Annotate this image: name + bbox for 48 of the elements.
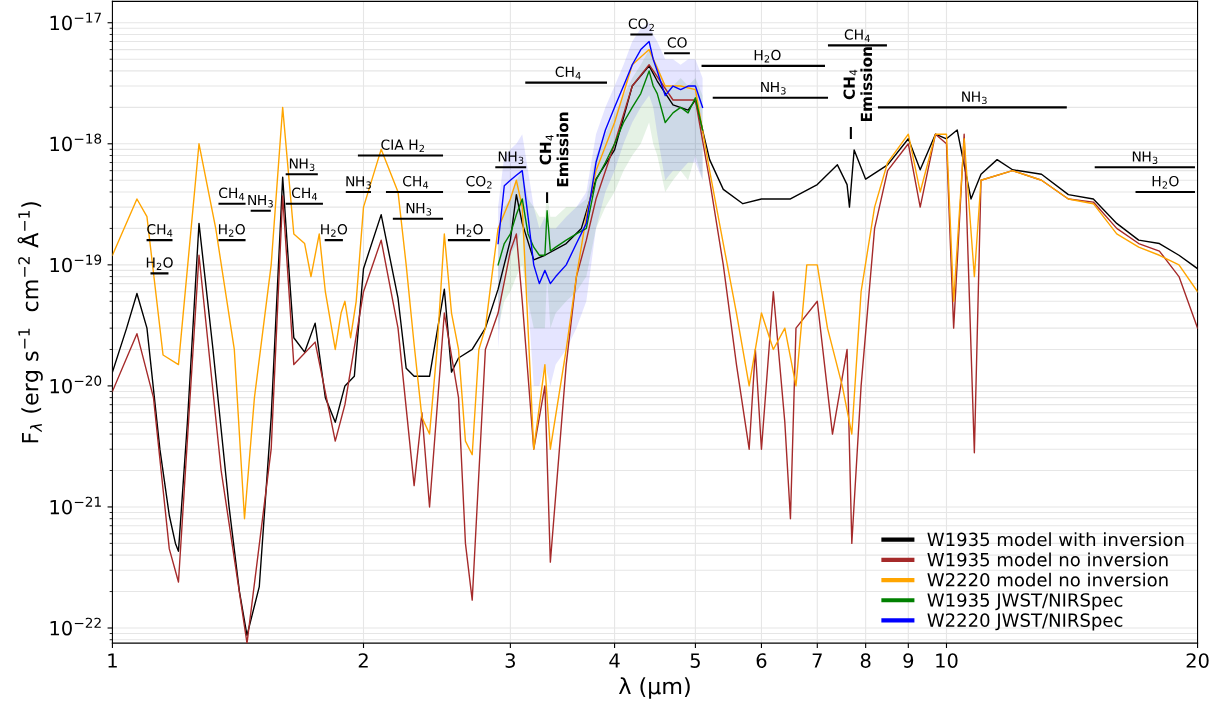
y-tick-label: 10$^{−17}$ bbox=[50, 12, 101, 31]
x-tick-label: 4 bbox=[609, 653, 620, 668]
annotation: NH$_{3}$ bbox=[406, 203, 432, 216]
annotation: CH$_{4}$ Emission bbox=[843, 47, 873, 122]
annotation: NH$_{3}$ bbox=[346, 176, 371, 189]
annotation: H$_{2}$O bbox=[456, 224, 483, 237]
y-tick-label: 10$^{−22}$ bbox=[50, 617, 101, 636]
x-tick-label: 9 bbox=[903, 653, 914, 668]
annotation: CH$_{4}$ bbox=[403, 175, 429, 189]
annotation: H$_{2}$O bbox=[754, 49, 781, 63]
annotation: CH$_{4}$ bbox=[844, 29, 870, 42]
text: F$_{λ}$ (erg s$^{−1}$ cm$^{−2}$ Å$^{−1}$) bbox=[17, 202, 43, 443]
annotation: CO bbox=[667, 37, 687, 48]
annotation: NH$_{3}$ bbox=[962, 91, 987, 105]
x-tick-label: 1 bbox=[108, 653, 117, 668]
legend-label: W1935 JWST/NIRSpec bbox=[927, 593, 1123, 611]
annotation: NH$_{3}$ bbox=[761, 81, 786, 95]
annotation: NH$_{3}$ bbox=[498, 151, 524, 164]
annotation: CH$_{4}$ bbox=[555, 66, 581, 80]
annotation: CH$_{4}$ bbox=[291, 187, 318, 201]
annotation: CO$_{2}$ bbox=[628, 18, 654, 31]
x-axis-title: λ (μm) bbox=[618, 677, 690, 699]
x-tick-label: 7 bbox=[812, 653, 822, 668]
annotation: NH$_{3}$ bbox=[289, 158, 315, 172]
annotation: CH$_{4}$ bbox=[219, 187, 245, 201]
y-tick-label: 10$^{−21}$ bbox=[50, 496, 101, 515]
x-tick-label: 3 bbox=[505, 653, 515, 668]
legend-label: W1935 model no inversion bbox=[927, 552, 1168, 567]
annotation: H$_{2}$O bbox=[218, 224, 245, 237]
y-tick-label: 10$^{−19}$ bbox=[50, 254, 102, 273]
x-tick-label: 6 bbox=[756, 653, 767, 668]
x-tick-label: 10 bbox=[936, 653, 958, 668]
x-tick-label: 8 bbox=[860, 653, 871, 668]
x-tick-label: 2 bbox=[358, 653, 368, 668]
y-tick-label: 10$^{−18}$ bbox=[50, 133, 102, 152]
legend-label: W1935 model with inversion bbox=[927, 532, 1184, 547]
annotation: CO$_{2}$ bbox=[466, 175, 492, 189]
legend-label: W2220 JWST/NIRSpec bbox=[927, 613, 1123, 631]
legend-label: W2220 model no inversion bbox=[927, 572, 1168, 587]
annotation: NH$_{3}$ bbox=[248, 194, 273, 208]
x-tick-label: 20 bbox=[1186, 653, 1209, 668]
annotation: H$_{2}$O bbox=[1152, 175, 1179, 189]
y-tick-label: 10$^{−20}$ bbox=[50, 375, 102, 394]
annotation: CIA H$_{2}$ bbox=[381, 139, 424, 153]
annotation: CH$_{4}$ Emission bbox=[539, 112, 569, 187]
annotation: H$_{2}$O bbox=[321, 224, 348, 237]
x-tick-label: 5 bbox=[690, 653, 700, 668]
annotation: NH$_{3}$ bbox=[1132, 151, 1158, 164]
